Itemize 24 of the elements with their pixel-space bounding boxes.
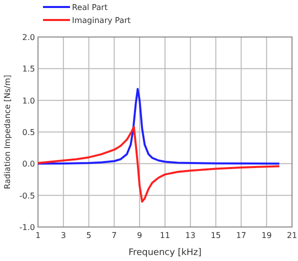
- x-axis-title: Frequency [kHz]: [128, 248, 202, 258]
- line-series: [37, 126, 280, 203]
- x-tick-label: 19: [262, 231, 272, 240]
- line-series: [37, 88, 280, 165]
- x-tick-label: 3: [60, 231, 66, 240]
- y-tick-label: -0.5: [19, 191, 35, 200]
- x-tick-label: 1: [35, 231, 41, 240]
- y-tick-label: 2.0: [22, 33, 35, 42]
- y-tick-label: -1.0: [19, 223, 35, 232]
- x-tick-label: 11: [160, 231, 170, 240]
- x-tick-label: 21: [286, 231, 298, 240]
- legend-label: Imaginary Part: [72, 16, 131, 25]
- x-tick-label: 17: [236, 231, 246, 240]
- y-tick-label: 0.0: [22, 160, 35, 169]
- x-tick-label: 5: [86, 231, 92, 240]
- y-tick-label: 1.5: [22, 64, 35, 74]
- x-tick-label: 9: [137, 231, 142, 240]
- y-axis-title: Radiation Impedance [Ns/m]: [3, 74, 12, 190]
- x-tick-label: 7: [112, 231, 117, 240]
- legend-label: Real Part: [72, 3, 108, 12]
- x-tick-label: 15: [210, 231, 221, 240]
- x-tick-label: 13: [185, 231, 196, 240]
- y-tick-label: 1.0: [22, 96, 35, 106]
- y-tick-label: 0.5: [22, 128, 35, 137]
